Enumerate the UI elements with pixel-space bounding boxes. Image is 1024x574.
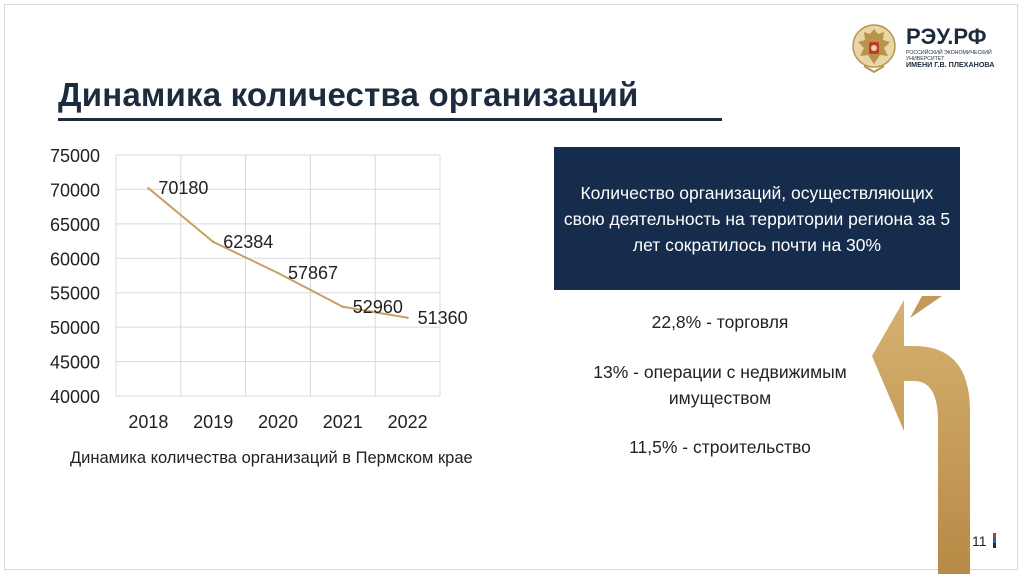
y-tick-label: 65000 bbox=[50, 215, 100, 235]
slide-frame bbox=[4, 4, 1018, 570]
organizations-line-chart: 40000 45000 50000 55000 60000 65000 70000 75000… bbox=[50, 146, 468, 432]
data-point bbox=[276, 271, 280, 275]
y-tick-label: 70000 bbox=[50, 180, 100, 200]
page-number: 11 bbox=[972, 533, 987, 549]
data-point bbox=[212, 240, 215, 244]
slide-title: Динамика количества организаций bbox=[58, 76, 639, 113]
sector-item-real-estate: 13% - операции с недвижимым имуществом bbox=[593, 362, 847, 408]
data-label: 70180 bbox=[158, 178, 208, 198]
info-callout-text: Количество организаций, осуществляющих с… bbox=[563, 182, 951, 255]
info-callout: Количество организаций, осуществляющих с… bbox=[554, 147, 960, 290]
sector-item-construction: 11,5% - строительство bbox=[629, 437, 811, 457]
x-tick-label: 2019 bbox=[193, 412, 233, 432]
x-tick-label: 2018 bbox=[128, 412, 168, 432]
chart-caption: Динамика количества организаций в Пермск… bbox=[70, 449, 473, 467]
university-logo[interactable]: РЭУ.РФ РОССИЙСКИЙ ЭКОНОМИЧЕСКИЙ УНИВЕРСИ… bbox=[850, 20, 1000, 78]
data-label: 57867 bbox=[288, 263, 338, 283]
data-point bbox=[147, 186, 150, 190]
page-marker bbox=[993, 533, 996, 548]
y-tick-label: 55000 bbox=[50, 284, 100, 304]
data-label: 62384 bbox=[223, 232, 273, 252]
coat-of-arms-icon bbox=[852, 24, 896, 74]
y-tick-label: 75000 bbox=[50, 146, 100, 166]
y-tick-label: 50000 bbox=[50, 318, 100, 338]
logo-name: РЭУ.РФ bbox=[906, 24, 987, 49]
title-underline bbox=[58, 118, 722, 121]
data-label: 51360 bbox=[418, 308, 468, 328]
y-tick-label: 60000 bbox=[50, 249, 100, 269]
sector-item-trade: 22,8% - торговля bbox=[651, 312, 789, 332]
x-tick-label: 2020 bbox=[258, 412, 298, 432]
logo-subtitle: РОССИЙСКИЙ ЭКОНОМИЧЕСКИЙ УНИВЕРСИТЕТ bbox=[906, 50, 992, 62]
gold-turn-arrow-icon bbox=[872, 296, 970, 574]
data-point bbox=[406, 316, 409, 319]
data-point bbox=[341, 305, 344, 308]
x-tick-label: 2022 bbox=[388, 412, 428, 432]
y-tick-label: 40000 bbox=[50, 387, 100, 407]
y-tick-label: 45000 bbox=[50, 353, 100, 373]
x-tick-label: 2021 bbox=[323, 412, 363, 432]
data-label: 52960 bbox=[353, 297, 403, 317]
logo-subtitle-2: ИМЕНИ Г.В. ПЛЕХАНОВА bbox=[906, 60, 995, 69]
